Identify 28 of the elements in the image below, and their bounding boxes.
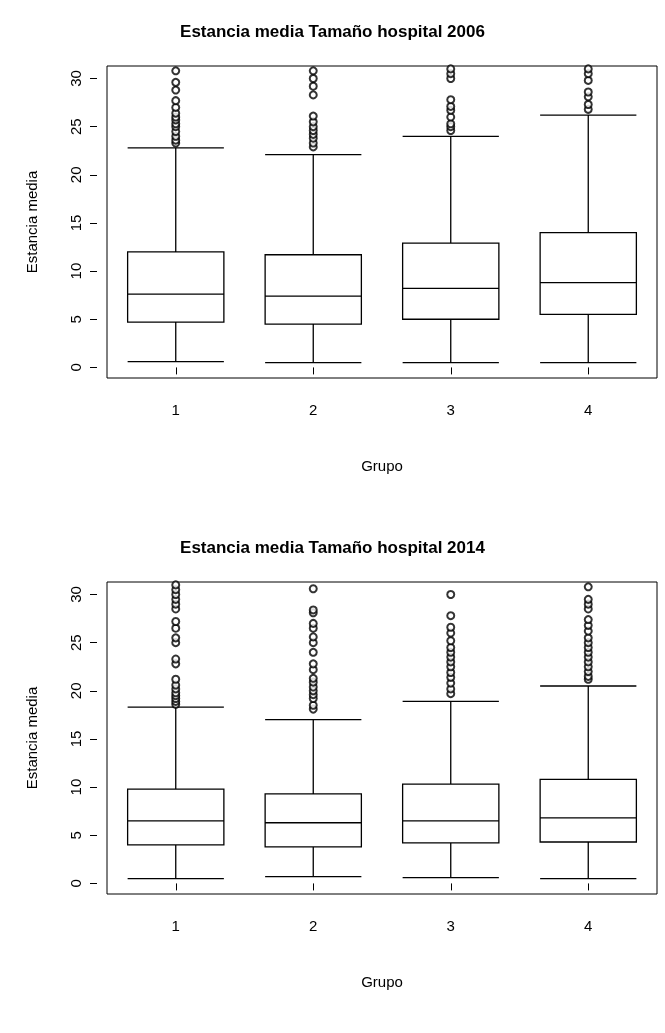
chart-title: Estancia media Tamaño hospital 2014: [180, 538, 486, 557]
y-axis-title: Estancia media: [23, 170, 40, 274]
y-tick-label: 15: [67, 730, 84, 748]
y-tick-label: 30: [67, 70, 84, 87]
y-tick-label: 5: [67, 315, 84, 324]
y-tick-label: 15: [67, 214, 84, 232]
x-axis-title: Grupo: [361, 457, 403, 474]
x-tick-label: 2: [309, 917, 318, 934]
x-tick-label: 1: [171, 917, 180, 934]
x-tick-label: 4: [584, 917, 593, 934]
x-tick-label: 4: [584, 401, 593, 418]
y-tick-label: 5: [67, 831, 84, 840]
x-tick-label: 3: [446, 401, 455, 418]
y-tick-label: 20: [67, 166, 84, 184]
y-axis-title: Estancia media: [23, 686, 40, 790]
x-axis-title: Grupo: [361, 973, 403, 990]
chart-title: Estancia media Tamaño hospital 2006: [180, 22, 485, 41]
y-tick-label: 10: [67, 262, 84, 280]
y-tick-label: 0: [67, 363, 84, 372]
y-tick-label: 0: [67, 879, 84, 888]
x-tick-label: 3: [446, 917, 455, 934]
y-tick-label: 10: [67, 778, 84, 796]
y-tick-label: 20: [67, 682, 84, 700]
y-tick-label: 25: [67, 634, 84, 652]
y-tick-label: 30: [67, 586, 84, 603]
x-tick-label: 1: [171, 401, 180, 418]
y-tick-label: 25: [67, 118, 84, 136]
x-tick-label: 2: [309, 401, 318, 418]
